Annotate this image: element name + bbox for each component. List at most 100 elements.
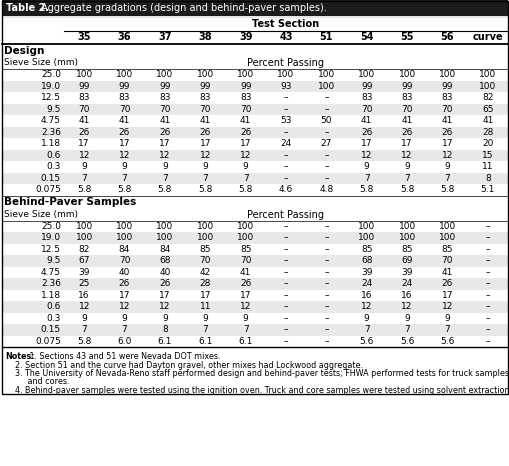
- Text: 9: 9: [363, 162, 369, 171]
- Text: 17: 17: [239, 139, 251, 148]
- Text: 0.3: 0.3: [46, 162, 61, 171]
- Text: 100: 100: [277, 70, 294, 79]
- Text: –: –: [283, 151, 288, 160]
- Text: 56: 56: [440, 33, 454, 42]
- Text: 1.18: 1.18: [41, 291, 61, 300]
- Text: –: –: [283, 337, 288, 346]
- Text: 85: 85: [360, 245, 372, 254]
- Text: Design: Design: [4, 46, 44, 55]
- Text: 85: 85: [199, 245, 211, 254]
- Text: 5.8: 5.8: [238, 185, 252, 194]
- Text: 1. Sections 43 and 51 were Nevada DOT mixes.: 1. Sections 43 and 51 were Nevada DOT mi…: [27, 352, 220, 361]
- Text: 2.36: 2.36: [41, 128, 61, 137]
- Text: 100: 100: [156, 222, 173, 231]
- Text: 100: 100: [75, 222, 93, 231]
- Text: curve: curve: [471, 33, 502, 42]
- Text: 26: 26: [119, 128, 130, 137]
- Text: 12: 12: [199, 151, 211, 160]
- Text: 5.8: 5.8: [439, 185, 454, 194]
- Bar: [2, 103, 507, 115]
- Text: –: –: [324, 314, 328, 323]
- Text: –: –: [324, 291, 328, 300]
- Text: 4.75: 4.75: [41, 268, 61, 277]
- Text: 26: 26: [159, 128, 171, 137]
- Text: 7: 7: [242, 174, 248, 183]
- Text: Sieve Size (mm): Sieve Size (mm): [4, 210, 78, 219]
- Text: 26: 26: [441, 128, 453, 137]
- Text: 5.8: 5.8: [157, 185, 172, 194]
- Text: 9.5: 9.5: [46, 105, 61, 114]
- Text: 12: 12: [78, 151, 90, 160]
- Text: 12: 12: [360, 151, 372, 160]
- Text: 26: 26: [119, 279, 130, 288]
- Text: 6.1: 6.1: [238, 337, 252, 346]
- Text: 4.6: 4.6: [278, 185, 293, 194]
- Text: 15: 15: [481, 151, 493, 160]
- Text: –: –: [283, 93, 288, 102]
- Text: 26: 26: [159, 279, 171, 288]
- Text: 70: 70: [401, 105, 412, 114]
- Text: 41: 41: [441, 116, 453, 125]
- Text: 7: 7: [202, 174, 208, 183]
- Text: 20: 20: [481, 139, 493, 148]
- Text: 0.6: 0.6: [46, 302, 61, 311]
- Text: 5.8: 5.8: [399, 185, 413, 194]
- Text: 84: 84: [159, 245, 171, 254]
- Text: 4. Behind-paver samples were tested using the ignition oven. Truck and core samp: 4. Behind-paver samples were tested usin…: [5, 386, 509, 395]
- Text: –: –: [283, 222, 288, 231]
- Text: 9: 9: [202, 162, 208, 171]
- Text: 7: 7: [444, 174, 449, 183]
- Text: 26: 26: [360, 128, 372, 137]
- Text: and cores.: and cores.: [5, 377, 69, 386]
- Text: 54: 54: [359, 33, 373, 42]
- Text: 9: 9: [202, 314, 208, 323]
- Text: 17: 17: [239, 291, 251, 300]
- Text: 12: 12: [401, 151, 412, 160]
- Text: 70: 70: [441, 256, 453, 265]
- Text: 99: 99: [78, 82, 90, 91]
- Text: 100: 100: [237, 222, 254, 231]
- Text: –: –: [485, 222, 489, 231]
- Text: 100: 100: [116, 222, 133, 231]
- Text: 26: 26: [78, 128, 90, 137]
- Text: Sieve Size (mm): Sieve Size (mm): [4, 59, 78, 68]
- Text: 9: 9: [242, 314, 248, 323]
- Text: 17: 17: [119, 139, 130, 148]
- Text: 7: 7: [81, 325, 87, 334]
- Text: –: –: [485, 314, 489, 323]
- Text: –: –: [283, 128, 288, 137]
- Text: 100: 100: [478, 82, 495, 91]
- Text: 100: 100: [196, 70, 213, 79]
- Text: 100: 100: [398, 70, 415, 79]
- Text: 7: 7: [81, 174, 87, 183]
- Text: 9: 9: [81, 162, 87, 171]
- Text: 41: 41: [481, 116, 493, 125]
- Text: 93: 93: [280, 82, 291, 91]
- Text: 83: 83: [239, 93, 251, 102]
- Text: 7: 7: [122, 325, 127, 334]
- Text: –: –: [324, 105, 328, 114]
- Text: –: –: [283, 174, 288, 183]
- Text: 36: 36: [118, 33, 131, 42]
- Text: –: –: [324, 128, 328, 137]
- Text: 70: 70: [441, 105, 453, 114]
- Text: 82: 82: [78, 245, 90, 254]
- Text: 2.36: 2.36: [41, 279, 61, 288]
- Text: –: –: [324, 302, 328, 311]
- Text: 17: 17: [78, 139, 90, 148]
- Text: 100: 100: [317, 82, 334, 91]
- Text: 24: 24: [280, 139, 291, 148]
- Text: 99: 99: [199, 82, 211, 91]
- Text: 39: 39: [360, 268, 372, 277]
- Text: 7: 7: [162, 174, 167, 183]
- Text: 39: 39: [238, 33, 252, 42]
- Bar: [2, 232, 507, 244]
- Text: 2. Section 51 and the curve had Dayton gravel, other mixes had Lockwood aggregat: 2. Section 51 and the curve had Dayton g…: [5, 361, 362, 370]
- Text: 17: 17: [119, 291, 130, 300]
- Text: –: –: [485, 256, 489, 265]
- Text: 42: 42: [199, 268, 211, 277]
- Text: 9: 9: [122, 162, 127, 171]
- Text: 12: 12: [441, 302, 453, 311]
- Text: 0.075: 0.075: [35, 185, 61, 194]
- Text: –: –: [485, 337, 489, 346]
